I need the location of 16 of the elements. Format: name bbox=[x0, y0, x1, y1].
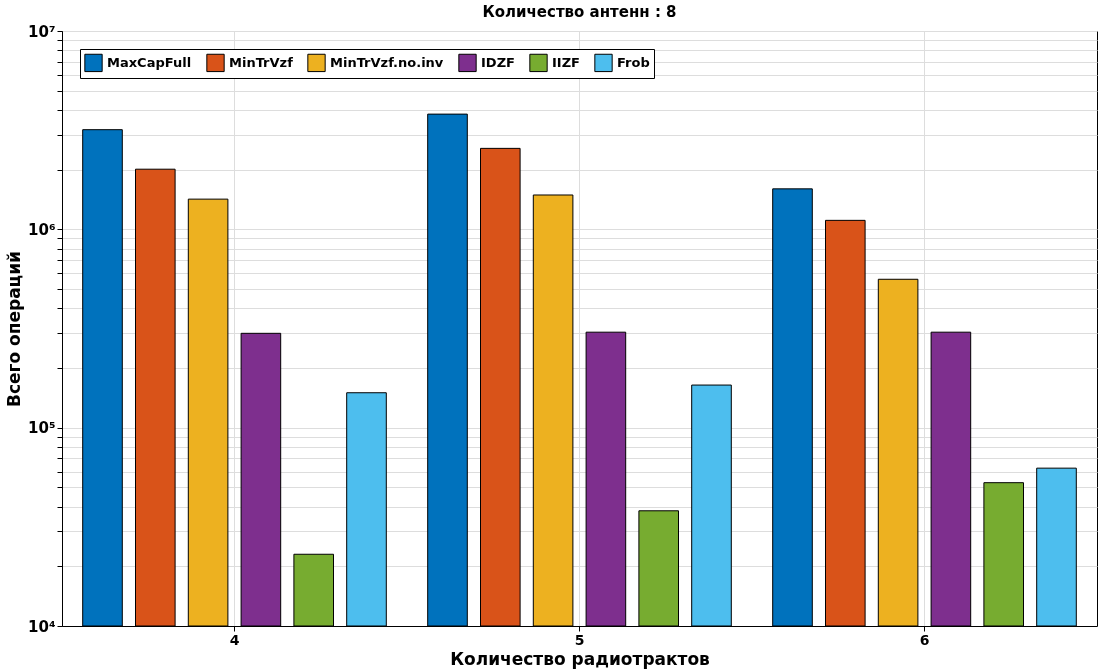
x-axis-title: Количество радиотрактов bbox=[450, 648, 711, 669]
x-tick-label: 4 bbox=[229, 631, 240, 648]
legend-label: Frob bbox=[617, 54, 650, 70]
legend-label: IDZF bbox=[481, 54, 515, 70]
y-tick-label: 10⁴ bbox=[28, 617, 56, 636]
y-tick-label: 10⁶ bbox=[28, 220, 56, 239]
legend-label: MaxCapFull bbox=[107, 54, 192, 70]
x-tick-label: 5 bbox=[574, 631, 585, 648]
x-tick-label: 6 bbox=[919, 631, 930, 648]
legend-label: MinTrVzf.no.inv bbox=[330, 54, 444, 70]
legend-label: MinTrVzf bbox=[229, 54, 294, 70]
y-axis-title: Всего операций bbox=[4, 250, 25, 408]
y-tick-label: 10⁵ bbox=[28, 419, 56, 438]
y-tick-label: 10⁷ bbox=[28, 22, 56, 41]
chart-title: Количество антенн : 8 bbox=[482, 3, 677, 21]
legend-label: IIZF bbox=[552, 54, 580, 70]
